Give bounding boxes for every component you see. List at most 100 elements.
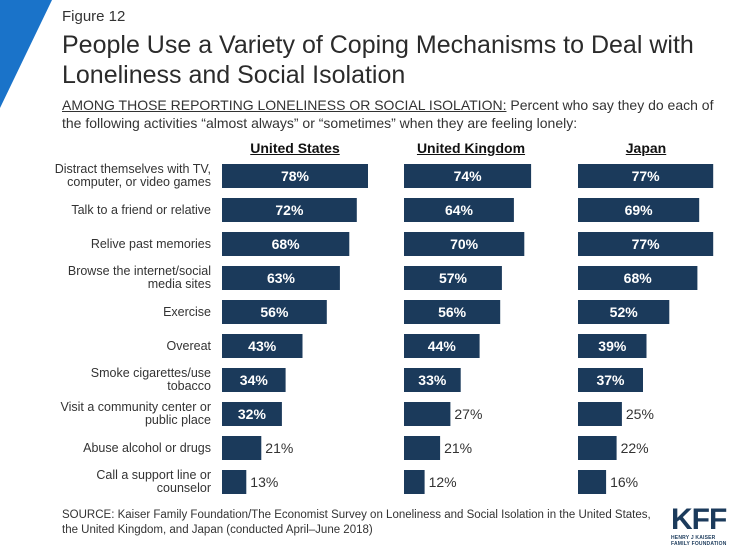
bar-us: [222, 164, 368, 188]
category-label-line: Relive past memories: [91, 237, 211, 251]
chart-title: People Use a Variety of Coping Mechanism…: [62, 31, 694, 89]
bar-japan: [578, 368, 643, 392]
bar-japan: [578, 266, 698, 290]
bar-us: [222, 334, 303, 358]
bar-value-label: 13%: [250, 474, 278, 490]
bar-value-label: 77%: [632, 168, 661, 184]
logo-line2: FAMILY FOUNDATION: [671, 541, 727, 547]
logo-mark: KFF: [671, 503, 727, 536]
bar-value-label: 69%: [625, 202, 654, 218]
category-label-line: tobacco: [167, 379, 211, 393]
subtitle-caps: AMONG THOSE REPORTING LONELINESS OR SOCI…: [62, 97, 507, 113]
category-label: Abuse alcohol or drugs: [83, 441, 211, 455]
bar-us: [222, 232, 350, 256]
bar-value-label: 22%: [621, 440, 649, 456]
category-label: Visit a community center or public place: [60, 400, 211, 427]
bar-value-label: 72%: [275, 202, 304, 218]
bar-japan: [578, 436, 617, 460]
bar-uk: [404, 436, 441, 460]
bar-value-label: 32%: [238, 406, 267, 422]
bar-value-label: 34%: [240, 372, 269, 388]
bar-japan: [578, 470, 607, 494]
bar-us: [222, 266, 340, 290]
category-label-line: Talk to a friend or relative: [71, 203, 211, 217]
subtitle-rest: Percent who say they do each of the foll…: [62, 97, 714, 131]
bar-uk: [404, 266, 502, 290]
bar-us: [222, 436, 262, 460]
bar-value-label: 78%: [281, 168, 310, 184]
category-label: Talk to a friend or relative: [71, 203, 211, 217]
panel-head-us: United States: [250, 140, 340, 156]
bar-japan: [578, 164, 714, 188]
bar-value-label: 74%: [454, 168, 483, 184]
source-note: SOURCE: Kaiser Family Foundation/The Eco…: [62, 509, 651, 536]
category-label-line: counselor: [157, 481, 211, 495]
bar-uk: [404, 232, 525, 256]
bar-value-label: 64%: [445, 202, 474, 218]
bar-value-label: 52%: [610, 304, 639, 320]
bar-us: [222, 402, 282, 426]
category-label: Call a support line or counselor: [96, 468, 211, 495]
category-label-line: computer, or video games: [67, 175, 211, 189]
category-label: Distract themselves with TV, computer, or…: [55, 162, 211, 189]
bar-japan: [578, 232, 714, 256]
logo-line1: HENRY J KAISER: [671, 535, 716, 541]
bar-value-label: 56%: [260, 304, 289, 320]
panel-head-uk: United Kingdom: [416, 140, 526, 156]
category-label: Smoke cigarettes/use tobacco: [91, 366, 211, 393]
category-label: Relive past memories: [91, 237, 211, 251]
bar-value-label: 39%: [598, 338, 627, 354]
bar-japan: [578, 334, 647, 358]
category-label-line: Visit a community center or: [60, 400, 211, 414]
category-label-line: Distract themselves with TV,: [55, 162, 211, 176]
bar-uk: [404, 368, 461, 392]
bar-value-label: 68%: [272, 236, 301, 252]
category-label: Browse the internet/social media sites: [68, 264, 211, 291]
bar-value-label: 44%: [428, 338, 457, 354]
bar-value-label: 77%: [632, 236, 661, 252]
bar-value-label: 12%: [429, 474, 457, 490]
bar-value-label: 56%: [438, 304, 467, 320]
bar-value-label: 37%: [596, 372, 625, 388]
bar-japan: [578, 402, 622, 426]
bar-us: [222, 470, 247, 494]
category-label: Overeat: [167, 339, 212, 353]
corner-triangle: [0, 0, 52, 108]
kff-logo: KFF HENRY J KAISER FAMILY FOUNDATION: [671, 503, 727, 548]
category-label-line: public place: [145, 413, 211, 427]
bar-value-label: 57%: [439, 270, 468, 286]
bar-uk: [404, 164, 532, 188]
category-label-line: Smoke cigarettes/use: [91, 366, 211, 380]
bar-value-label: 33%: [418, 372, 447, 388]
bar-value-label: 21%: [265, 440, 293, 456]
bar-us: [222, 198, 357, 222]
panel-head-japan: Japan: [625, 140, 667, 156]
bar-value-label: 70%: [450, 236, 479, 252]
category-label: Exercise: [163, 305, 211, 319]
bar-value-label: 16%: [610, 474, 638, 490]
bar-chart: Distract themselves with TV, computer, or…: [55, 162, 714, 495]
bar-uk: [404, 198, 514, 222]
bar-value-label: 27%: [454, 406, 482, 422]
category-label-line: Call a support line or: [96, 468, 211, 482]
bar-value-label: 68%: [624, 270, 653, 286]
corner-accent: [0, 0, 52, 108]
bar-us: [222, 368, 286, 392]
bar-uk: [404, 402, 451, 426]
bar-us: [222, 300, 327, 324]
figure-label: Figure 12: [62, 8, 126, 25]
category-label-line: Overeat: [167, 339, 212, 353]
bar-uk: [404, 470, 425, 494]
bar-japan: [578, 300, 670, 324]
bar-uk: [404, 300, 501, 324]
bar-value-label: 43%: [248, 338, 277, 354]
category-label-line: Browse the internet/social: [68, 264, 211, 278]
bar-value-label: 63%: [267, 270, 296, 286]
bar-value-label: 21%: [444, 440, 472, 456]
category-label-line: Abuse alcohol or drugs: [83, 441, 211, 455]
bar-value-label: 25%: [626, 406, 654, 422]
chart-subtitle: AMONG THOSE REPORTING LONELINESS OR SOCI…: [62, 96, 722, 132]
category-label-line: Exercise: [163, 305, 211, 319]
category-label-line: media sites: [148, 277, 211, 291]
bar-japan: [578, 198, 700, 222]
